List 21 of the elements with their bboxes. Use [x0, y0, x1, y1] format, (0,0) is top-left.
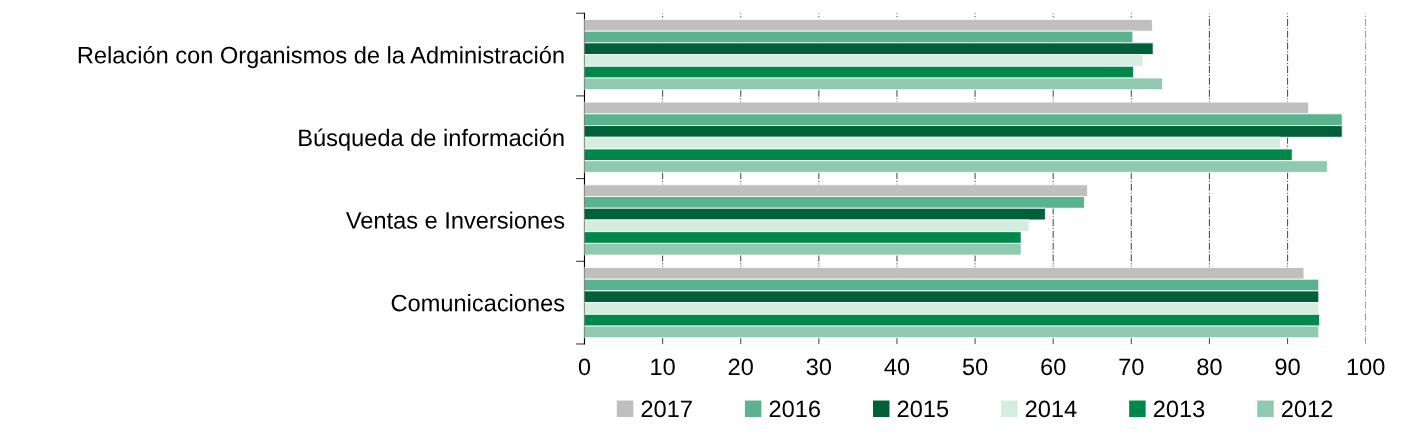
x-tick-label: 40 — [884, 358, 910, 376]
x-tick-label: 20 — [728, 358, 753, 376]
x-tick-label: 100 — [1347, 358, 1385, 376]
x-tick-label: 70 — [1119, 358, 1144, 376]
x-tick-label: 80 — [1197, 358, 1222, 376]
legend-label: 2012 — [1281, 400, 1333, 418]
x-tick-label: 30 — [806, 358, 832, 376]
y-tick-label: Relación con Organismos de la Administración — [78, 45, 564, 69]
x-tick-label: 10 — [651, 358, 675, 376]
legend-label: 2013 — [1153, 400, 1205, 418]
x-tick-label: 50 — [962, 358, 988, 376]
legend-label: 2015 — [897, 400, 949, 418]
x-tick-label: 0 — [578, 358, 591, 376]
legend-label: 2016 — [769, 400, 820, 418]
x-tick-label: 90 — [1275, 358, 1300, 376]
y-tick-label: Comunicaciones — [391, 294, 565, 312]
legend-label: 2014 — [1025, 400, 1077, 418]
x-tick-label: 60 — [1041, 358, 1066, 376]
legend-label: 2017 — [641, 400, 692, 418]
y-tick-label: Búsqueda de información — [299, 128, 564, 151]
y-tick-label: Ventas e Inversiones — [345, 211, 565, 229]
